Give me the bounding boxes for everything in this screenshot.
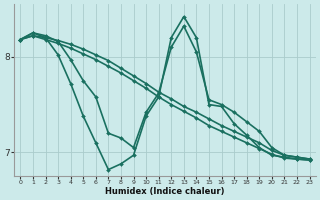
X-axis label: Humidex (Indice chaleur): Humidex (Indice chaleur) [105, 187, 225, 196]
